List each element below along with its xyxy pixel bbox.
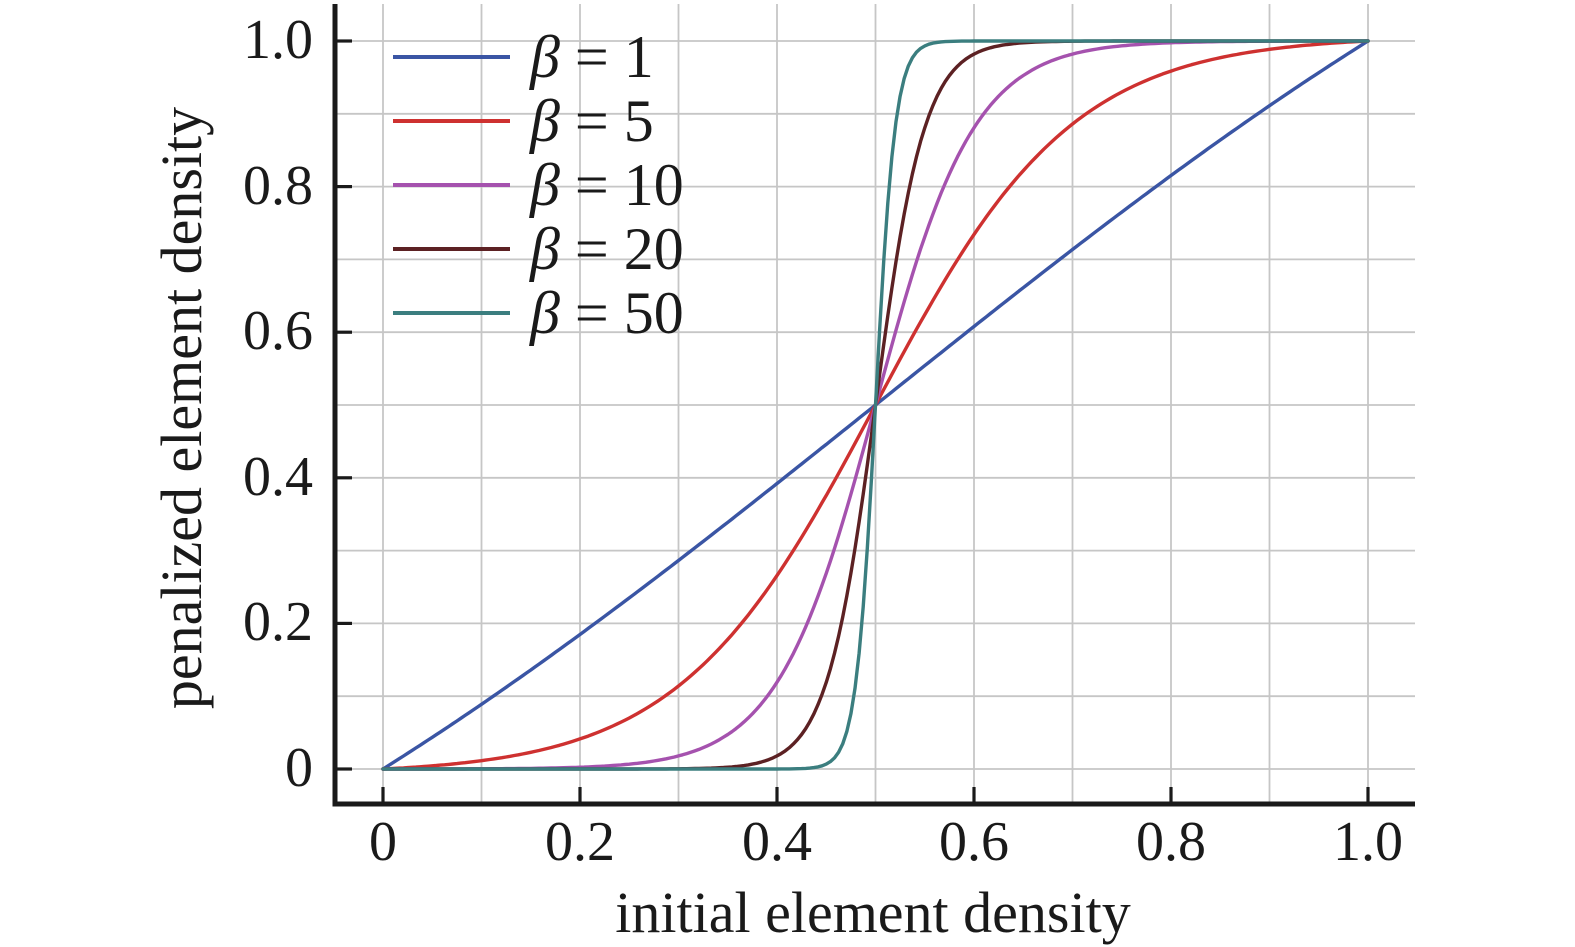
legend-item-beta-10: β = 10 <box>393 153 684 217</box>
x-tick-label-1.0: 1.0 <box>1333 811 1403 873</box>
legend-line-swatch <box>393 54 510 60</box>
x-tick-label-0.6: 0.6 <box>939 811 1009 873</box>
equals-sign: = <box>574 280 609 346</box>
beta-value: 50 <box>623 280 684 346</box>
legend-item-label: β = 10 <box>530 155 684 215</box>
legend: β = 1 β = 5 β = 10 β = 20 β = 50 <box>393 25 684 345</box>
x-tick-label-0.2: 0.2 <box>545 811 615 873</box>
legend-item-label: β = 50 <box>530 283 684 343</box>
legend-item-beta-1: β = 1 <box>393 25 684 89</box>
legend-line-swatch <box>393 246 510 252</box>
x-tick-label-0.4: 0.4 <box>742 811 812 873</box>
beta-value: 1 <box>623 24 654 90</box>
legend-item-beta-50: β = 50 <box>393 281 684 345</box>
y-tick-label-0.2: 0.2 <box>243 591 313 654</box>
equals-sign: = <box>574 88 609 154</box>
legend-item-label: β = 20 <box>530 219 684 279</box>
x-tick-label-0: 0 <box>369 811 397 873</box>
y-tick-label-0.6: 0.6 <box>243 300 313 363</box>
x-tick-label-0.8: 0.8 <box>1136 811 1206 873</box>
legend-item-beta-5: β = 5 <box>393 89 684 153</box>
y-tick-label-1.0: 1.0 <box>243 9 313 71</box>
legend-item-label: β = 5 <box>530 91 654 151</box>
beta-symbol: β <box>530 216 560 282</box>
x-axis-title: initial element density <box>615 880 1131 945</box>
y-tick-label-0: 0 <box>285 737 313 799</box>
beta-symbol: β <box>530 88 560 154</box>
beta-symbol: β <box>530 152 560 218</box>
y-tick-label-0.8: 0.8 <box>243 154 313 217</box>
equals-sign: = <box>574 152 609 218</box>
beta-value: 20 <box>623 216 684 282</box>
legend-item-beta-20: β = 20 <box>393 217 684 281</box>
beta-value: 5 <box>623 88 654 154</box>
equals-sign: = <box>574 24 609 90</box>
legend-line-swatch <box>393 118 510 124</box>
beta-symbol: β <box>530 24 560 90</box>
curve-beta-50 <box>381 39 1370 771</box>
beta-symbol: β <box>530 280 560 346</box>
legend-line-swatch <box>393 182 510 188</box>
y-tick-label-0.4: 0.4 <box>243 445 313 508</box>
equals-sign: = <box>574 216 609 282</box>
beta-value: 10 <box>623 152 684 218</box>
legend-item-label: β = 1 <box>530 27 654 87</box>
legend-line-swatch <box>393 310 510 316</box>
